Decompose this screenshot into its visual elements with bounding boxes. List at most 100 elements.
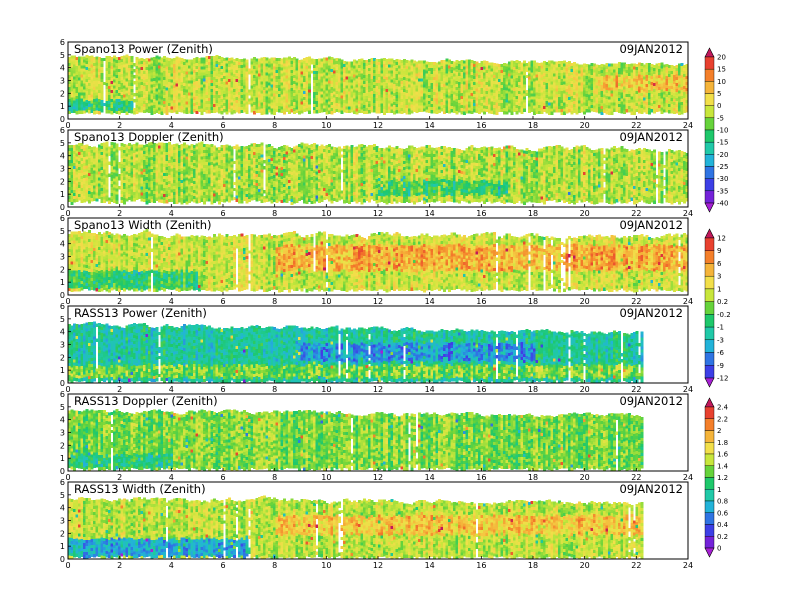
heatmap-cell: [323, 70, 326, 73]
heatmap-cell: [358, 71, 361, 74]
heatmap-cell: [326, 99, 329, 102]
heatmap-cell: [228, 109, 231, 112]
heatmap-cell: [403, 86, 406, 89]
heatmap-cell: [541, 72, 544, 75]
heatmap-cell: [513, 79, 516, 82]
heatmap-cell: [603, 83, 606, 86]
heatmap-cell: [123, 159, 126, 162]
heatmap-cell: [176, 84, 179, 87]
heatmap-cell: [408, 111, 411, 114]
heatmap-cell: [278, 73, 281, 76]
heatmap-cell: [83, 193, 86, 196]
heatmap-cell: [371, 82, 374, 85]
heatmap-cell: [113, 107, 116, 110]
heatmap-cell: [76, 175, 79, 178]
heatmap-cell: [253, 102, 256, 105]
heatmap-cell: [626, 103, 629, 106]
heatmap-cell: [211, 98, 214, 101]
heatmap-cell: [73, 62, 76, 65]
heatmap-cell: [438, 89, 441, 92]
heatmap-cell: [258, 89, 261, 92]
heatmap-cell: [273, 91, 276, 94]
heatmap-cell: [528, 80, 531, 83]
heatmap-cell: [206, 74, 209, 77]
heatmap-cell: [71, 68, 74, 71]
heatmap-cell: [96, 150, 99, 153]
heatmap-cell: [456, 72, 459, 75]
heatmap-cell: [553, 61, 556, 64]
heatmap-cell: [363, 99, 366, 102]
heatmap-cell: [563, 70, 566, 73]
heatmap-cell: [408, 87, 411, 90]
heatmap-cell: [336, 82, 339, 85]
heatmap-cell: [128, 86, 131, 89]
heatmap-cell: [513, 85, 516, 88]
heatmap-cell: [421, 85, 424, 88]
heatmap-cell: [143, 190, 146, 193]
heatmap-cell: [113, 182, 116, 185]
heatmap-cell: [448, 92, 451, 95]
heatmap-cell: [186, 84, 189, 87]
heatmap-cell: [291, 97, 294, 100]
heatmap-cell: [361, 71, 364, 74]
heatmap-cell: [646, 69, 649, 72]
heatmap-cell: [151, 91, 154, 94]
heatmap-cell: [506, 96, 509, 99]
heatmap-cell: [76, 184, 79, 187]
heatmap-cell: [546, 92, 549, 95]
heatmap-cell: [396, 101, 399, 104]
heatmap-cell: [146, 189, 149, 192]
heatmap-cell: [421, 61, 424, 64]
heatmap-cell: [336, 79, 339, 82]
heatmap-cell: [671, 65, 674, 68]
heatmap-cell: [491, 108, 494, 111]
heatmap-cell: [123, 98, 126, 101]
heatmap-cell: [168, 79, 171, 82]
heatmap-cell: [453, 83, 456, 86]
heatmap-cell: [603, 68, 606, 71]
heatmap-cell: [681, 69, 684, 72]
heatmap-cell: [116, 99, 119, 102]
heatmap-cell: [353, 60, 356, 63]
heatmap-cell: [663, 79, 666, 82]
heatmap-cell: [278, 97, 281, 100]
heatmap-cell: [371, 100, 374, 103]
heatmap-cell: [636, 64, 639, 67]
heatmap-cell: [366, 60, 369, 63]
heatmap-cell: [258, 98, 261, 101]
heatmap-cell: [403, 74, 406, 77]
heatmap-cell: [501, 100, 504, 103]
heatmap-cell: [471, 93, 474, 96]
heatmap-cell: [141, 79, 144, 82]
heatmap-cell: [636, 85, 639, 88]
heatmap-cell: [211, 95, 214, 98]
heatmap-cell: [436, 90, 439, 93]
heatmap-cell: [103, 146, 106, 149]
heatmap-cell: [71, 101, 74, 104]
heatmap-cell: [666, 64, 669, 67]
heatmap-cell: [483, 81, 486, 84]
heatmap-cell: [286, 73, 289, 76]
heatmap-cell: [346, 74, 349, 77]
heatmap-cell: [81, 170, 84, 173]
heatmap-cell: [253, 108, 256, 111]
heatmap-cell: [116, 177, 119, 180]
heatmap-cell: [378, 80, 381, 83]
heatmap-cell: [573, 77, 576, 80]
heatmap-cell: [111, 108, 114, 111]
heatmap-cell: [208, 74, 211, 77]
heatmap-cell: [578, 83, 581, 86]
heatmap-cell: [156, 74, 159, 77]
heatmap-cell: [393, 78, 396, 81]
heatmap-cell: [613, 103, 616, 106]
heatmap-cell: [646, 75, 649, 78]
heatmap-cell: [143, 98, 146, 101]
heatmap-cell: [241, 59, 244, 62]
heatmap-cell: [221, 105, 224, 108]
heatmap-cell: [431, 68, 434, 71]
heatmap-cell: [661, 66, 664, 69]
heatmap-cell: [76, 72, 79, 75]
heatmap-cell: [178, 70, 181, 73]
heatmap-cell: [91, 80, 94, 83]
heatmap-cell: [81, 188, 84, 191]
